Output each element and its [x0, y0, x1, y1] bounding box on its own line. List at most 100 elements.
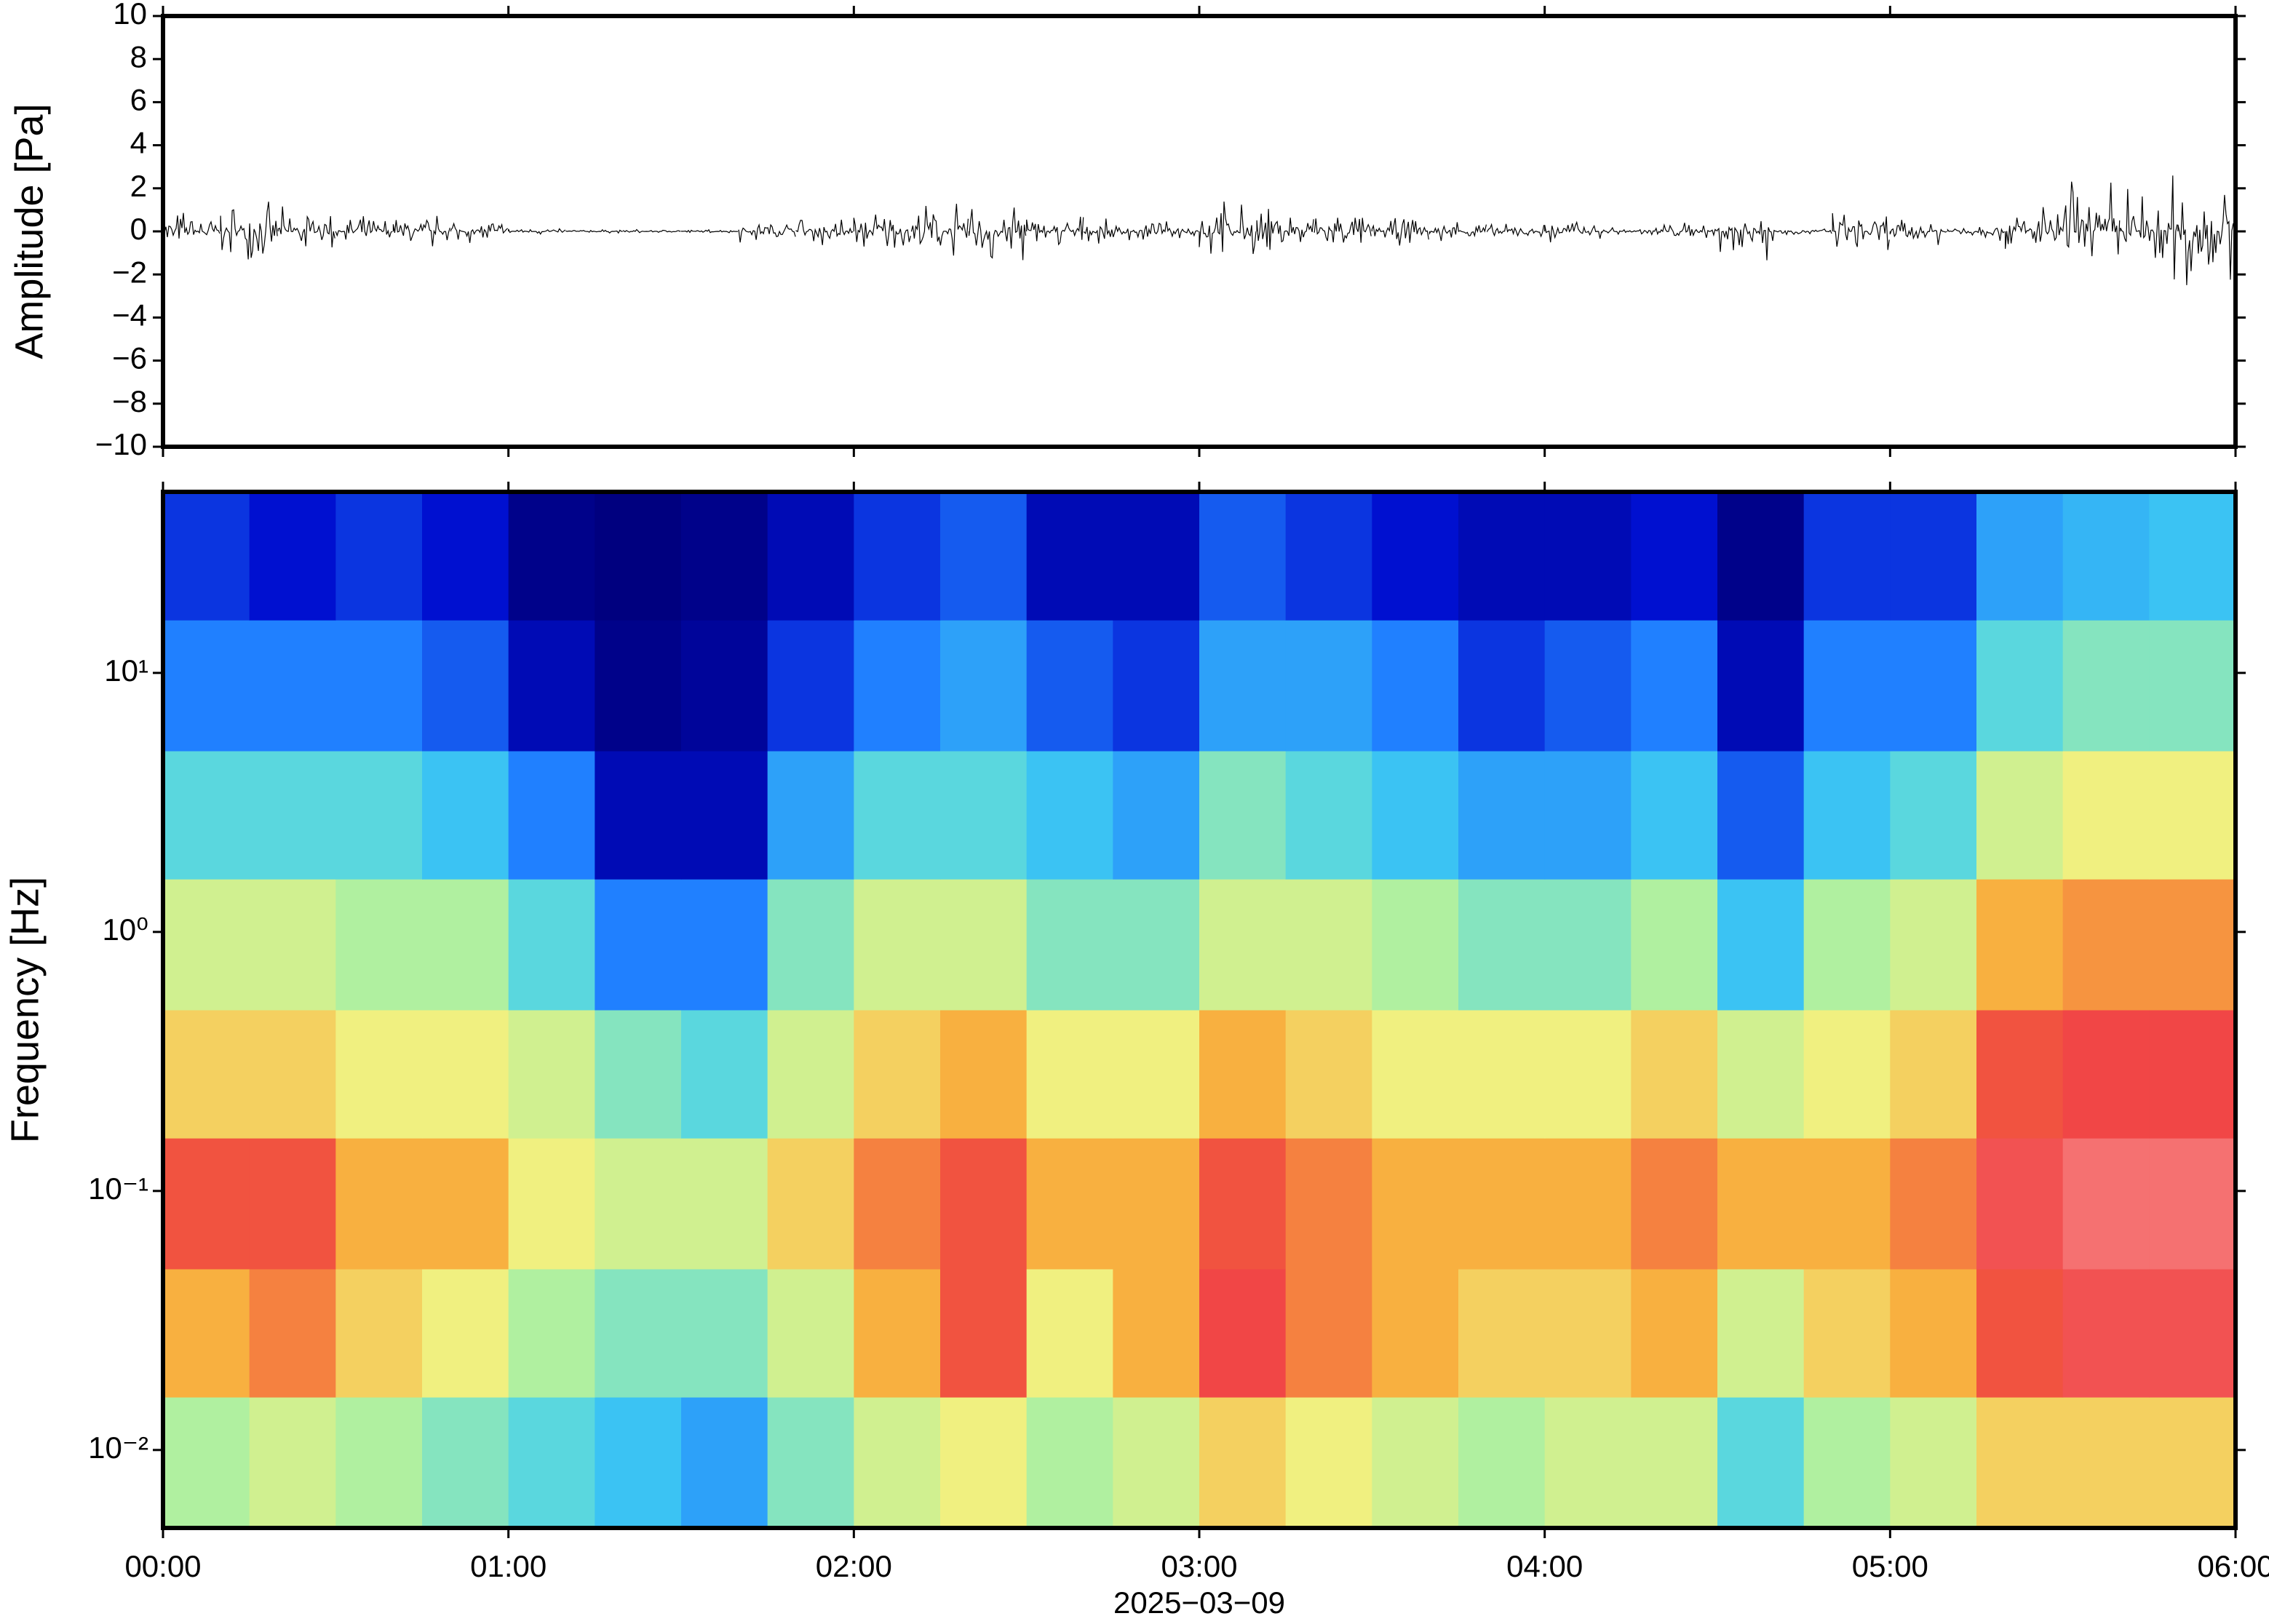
spectrogram-cell: [508, 1138, 595, 1270]
spectrogram-cell: [335, 879, 423, 1011]
spectrogram-cell: [1199, 879, 1287, 1011]
x-tick-label: 04:00: [1506, 1549, 1583, 1583]
waveform-segment: [1659, 223, 1717, 238]
spectrogram-cell: [854, 751, 941, 880]
spectrogram-cell: [1285, 1138, 1372, 1270]
waveform-segment: [450, 222, 509, 243]
spectrogram-cell: [1199, 620, 1287, 752]
spectrogram-cell: [854, 492, 941, 621]
spectrogram-cell: [1631, 1269, 1718, 1398]
waveform-segment: [1141, 221, 1199, 240]
spectrogram-cell: [767, 492, 854, 621]
spectrogram-cell: [681, 1397, 768, 1529]
spectrogram-cell: [1803, 620, 1891, 752]
spectrogram-cell: [854, 1397, 941, 1529]
spectrogram-cell: [681, 492, 768, 621]
spectrogram-cell: [767, 620, 854, 752]
y-tick-label: −6: [112, 341, 147, 375]
spectrogram-cell: [1976, 620, 2064, 752]
spectrogram-cell: [2149, 879, 2236, 1011]
spectrogram-cell: [508, 751, 595, 880]
spectrogram-cell: [940, 620, 1028, 752]
y-tick-label: 4: [130, 126, 147, 160]
x-tick-label: 03:00: [1161, 1549, 1237, 1583]
waveform-segment: [853, 214, 911, 248]
spectrogram-cell: [1976, 879, 2064, 1011]
x-tick-label: 01:00: [470, 1549, 547, 1583]
spectrogram-cell: [1113, 1269, 1200, 1398]
waveform-segment: [623, 228, 681, 234]
spectrogram-cell: [854, 879, 941, 1011]
spectrogram-cell: [2062, 492, 2150, 621]
spectrogram-cell: [767, 1138, 854, 1270]
spectrogram-cell: [1717, 751, 1805, 880]
spectrogram-cell: [854, 620, 941, 752]
spectrogram-cell: [2149, 620, 2236, 752]
spectrogram-cell: [1285, 751, 1372, 880]
spectrogram-cell: [163, 1010, 250, 1139]
spectrogram-cell: [249, 879, 336, 1011]
spectrogram-cell: [1803, 1010, 1891, 1139]
spectrogram-cell: [2062, 879, 2150, 1011]
spectrogram-cell: [1544, 1010, 1632, 1139]
spectrogram-cell: [1285, 620, 1372, 752]
waveform-segment: [2120, 175, 2178, 280]
waveform-segment: [1487, 223, 1545, 238]
spectrogram-cell: [1372, 1010, 1459, 1139]
spectrogram-cell: [1631, 879, 1718, 1011]
spectrogram-cell: [163, 620, 250, 752]
spectrogram-cell: [1372, 1269, 1459, 1398]
waveform-segment: [392, 215, 450, 247]
x-tick-label: 00:00: [124, 1549, 201, 1583]
spectrogram-cell: [335, 1010, 423, 1139]
y-tick-label: −10: [95, 427, 147, 461]
x-tick-label: 06:00: [2197, 1549, 2269, 1583]
spectrogram-cell: [854, 1010, 941, 1139]
spectrogram-cell: [1026, 1010, 1113, 1139]
spectrogram-cell: [1372, 751, 1459, 880]
spectrogram-cell: [1890, 1397, 1977, 1529]
spectrogram-cell: [595, 1397, 682, 1529]
frequency-axis-title: Frequency [Hz]: [3, 877, 47, 1143]
spectrogram-cell: [1631, 751, 1718, 880]
spectrogram-cell: [249, 751, 336, 880]
waveform-segment: [680, 228, 739, 234]
y-tick-label: 10⁻²: [88, 1430, 148, 1465]
spectrogram-cell: [767, 1010, 854, 1139]
spectrogram-cell: [2062, 1397, 2150, 1529]
spectrogram-cell: [1113, 1397, 1200, 1529]
spectrogram-cell: [1113, 1138, 1200, 1270]
spectrogram-cell: [1458, 751, 1546, 880]
spectrogram-cell: [1890, 1269, 1977, 1398]
spectrogram-cell: [1717, 1138, 1805, 1270]
spectrogram-cell: [1544, 1138, 1632, 1270]
spectrogram-cell: [508, 879, 595, 1011]
waveform-segment: [1314, 218, 1372, 243]
waveform-segment: [1199, 201, 1257, 255]
x-tick-label: 05:00: [1852, 1549, 1928, 1583]
spectrogram-cell: [1803, 879, 1891, 1011]
spectrogram-cell: [681, 751, 768, 880]
spectrogram-cell: [422, 1397, 509, 1529]
spectrogram-cell: [508, 1397, 595, 1529]
spectrogram-cell: [1458, 879, 1546, 1011]
y-tick-label: 10¹: [104, 653, 148, 688]
spectrogram-cell: [2062, 1138, 2150, 1270]
spectrogram-cell: [1631, 1138, 1718, 1270]
spectrogram-cell: [249, 1010, 336, 1139]
y-tick-label: 10: [113, 0, 147, 31]
y-tick-label: −4: [112, 298, 147, 332]
spectrogram-cell: [595, 492, 682, 621]
spectrogram-cell: [2062, 1269, 2150, 1398]
spectrogram-cell: [681, 1269, 768, 1398]
spectrogram-cell: [595, 620, 682, 752]
spectrogram-cell: [249, 492, 336, 621]
spectrogram-cell: [1026, 620, 1113, 752]
y-tick-label: 6: [130, 82, 147, 116]
spectrogram-cell: [1976, 492, 2064, 621]
y-tick-label: −2: [112, 255, 147, 289]
spectrogram-cell: [508, 620, 595, 752]
waveform-segment: [220, 202, 278, 260]
spectrogram-cell: [1285, 1010, 1372, 1139]
spectrogram-cell: [1717, 620, 1805, 752]
